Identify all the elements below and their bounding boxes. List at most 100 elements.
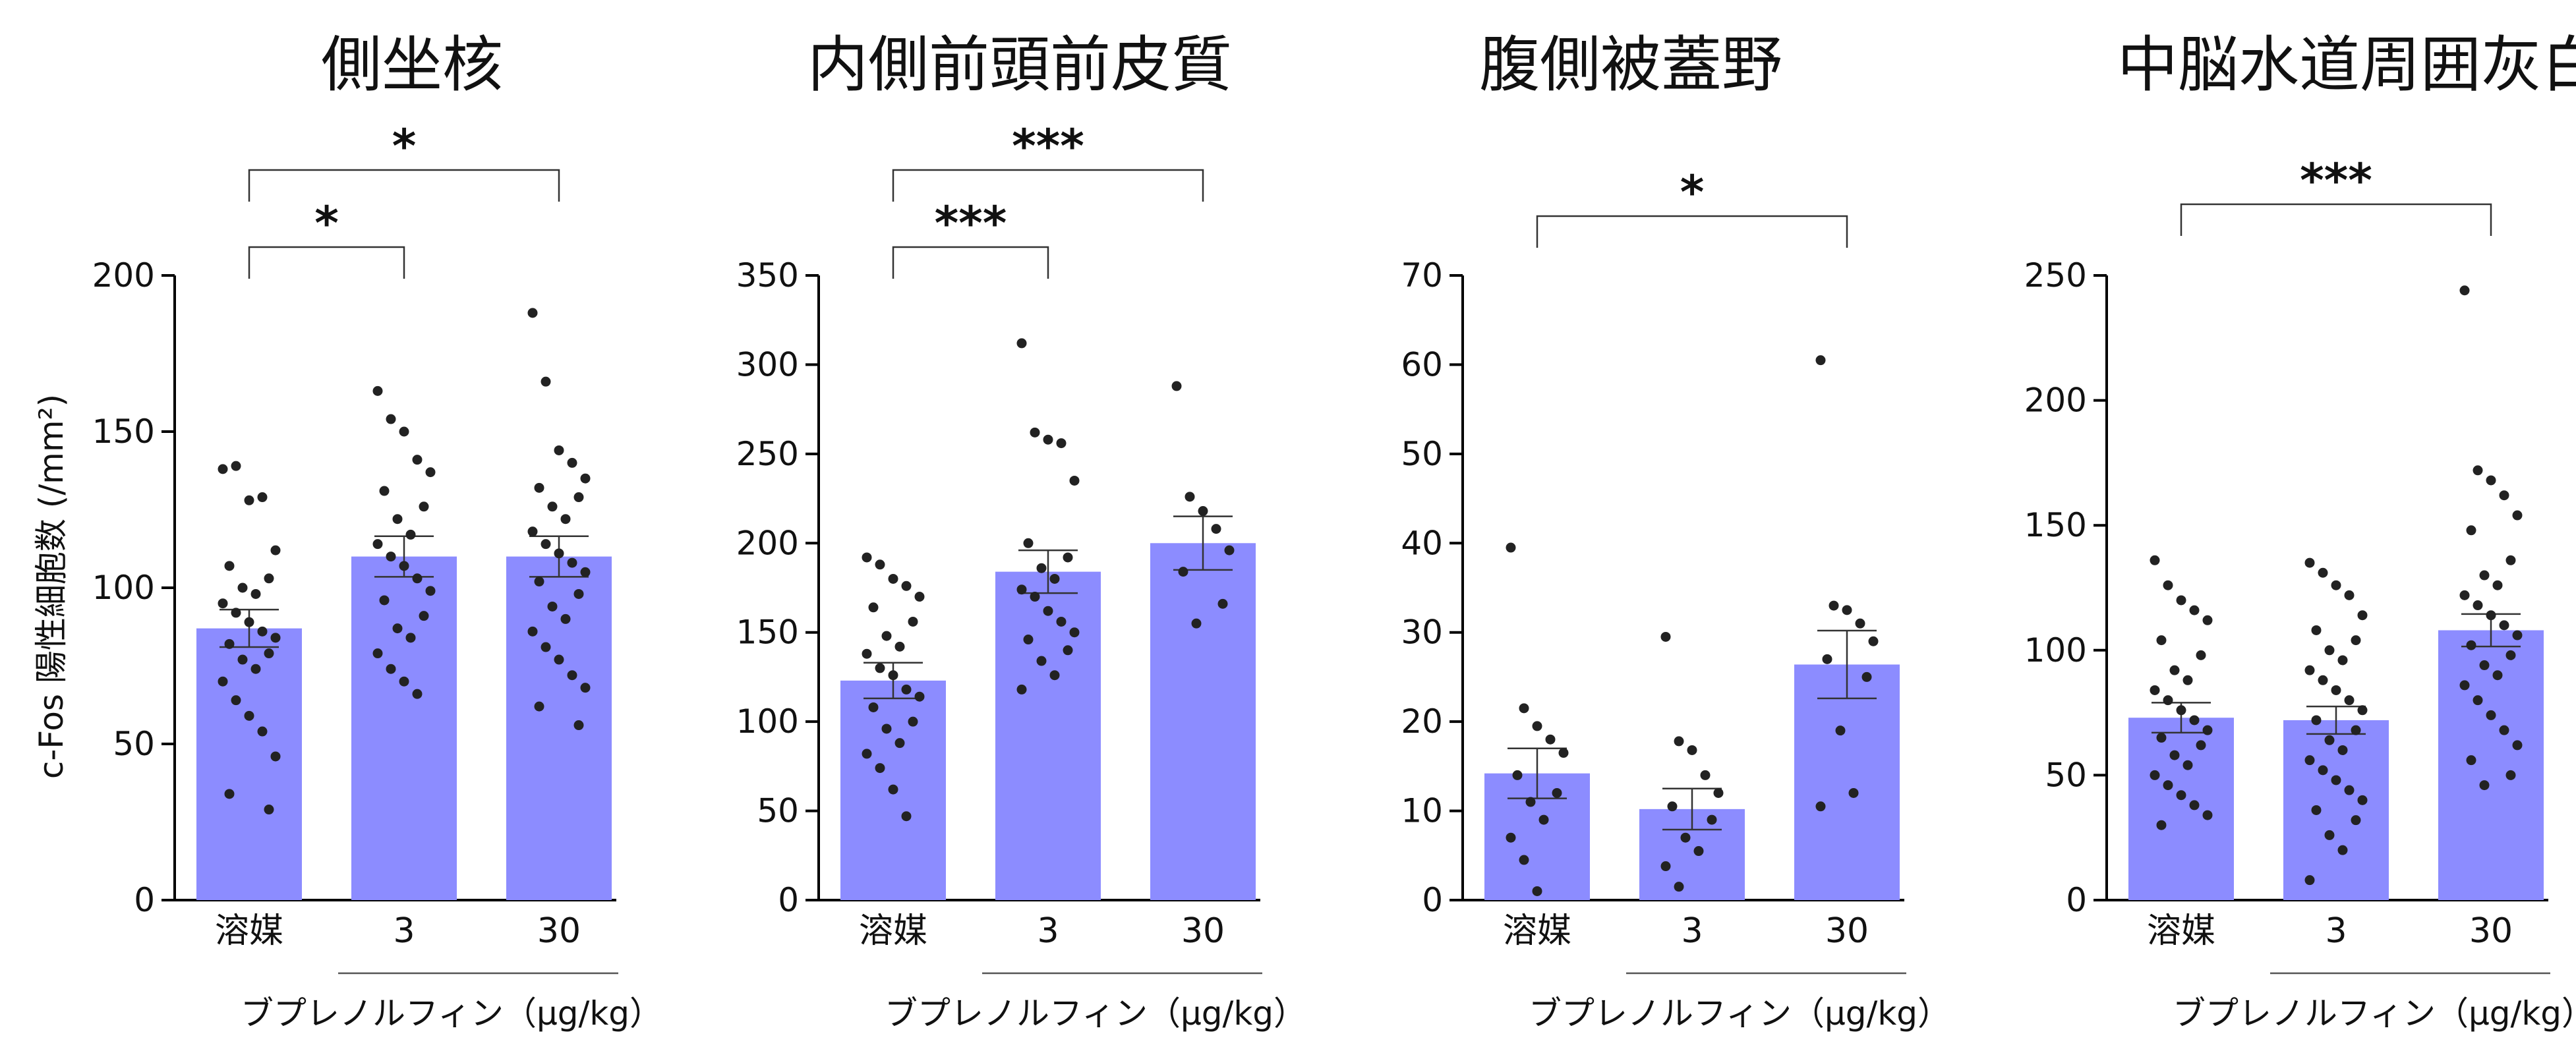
data-point (2196, 650, 2206, 660)
data-point (2479, 660, 2490, 671)
data-point (2311, 625, 2322, 635)
data-point (2189, 800, 2200, 810)
data-point (2304, 557, 2315, 568)
data-point (1191, 618, 1202, 629)
data-point (270, 545, 281, 555)
data-point (2202, 615, 2213, 625)
data-point (2163, 695, 2173, 706)
y-tick-label: 200 (736, 524, 799, 562)
data-point (2473, 600, 2483, 611)
data-point (875, 559, 885, 570)
data-point (2505, 650, 2516, 660)
y-tick-label: 200 (92, 256, 155, 295)
data-point (1069, 475, 1080, 486)
data-point (1049, 573, 1060, 584)
y-tick-label: 50 (757, 792, 799, 830)
data-point (914, 691, 925, 702)
data-point (894, 738, 905, 749)
y-tick-label: 150 (736, 613, 799, 652)
data-point (2318, 765, 2328, 776)
data-point (231, 695, 241, 706)
x-category-label: 溶媒 (215, 911, 283, 951)
data-point (2304, 755, 2315, 766)
data-point (379, 486, 390, 496)
y-tick-label: 250 (736, 435, 799, 473)
data-point (1023, 635, 1034, 645)
data-point (1538, 814, 1549, 825)
data-point (1063, 645, 1073, 656)
data-point (2163, 780, 2173, 791)
data-point (250, 664, 261, 674)
data-point (2331, 580, 2341, 590)
y-tick-label: 30 (1401, 613, 1443, 652)
y-tick-label: 150 (92, 412, 155, 451)
y-tick-label: 0 (2066, 881, 2087, 919)
data-point (2344, 695, 2355, 706)
data-point (2351, 815, 2361, 826)
data-point (2344, 785, 2355, 795)
data-point (534, 577, 544, 587)
y-tick-label: 60 (1401, 345, 1443, 383)
data-point (399, 676, 409, 687)
data-point (1674, 882, 1684, 892)
data-point (419, 611, 429, 621)
data-point (386, 414, 396, 424)
significance-label: * (314, 196, 339, 250)
data-point (1224, 545, 1235, 555)
x-category-label: 30 (537, 911, 581, 951)
data-point (1680, 832, 1691, 843)
data-point (914, 592, 925, 602)
data-point (2486, 710, 2496, 720)
data-point (2156, 733, 2167, 743)
data-point (2182, 675, 2193, 685)
data-point (1056, 616, 1067, 627)
data-point (2189, 715, 2200, 725)
data-point (2196, 740, 2206, 751)
significance-bracket (1536, 215, 1848, 248)
data-point (580, 473, 591, 484)
data-point (2150, 685, 2160, 695)
significance-bracket (2180, 203, 2492, 236)
data-point (908, 616, 918, 627)
significance-bracket (892, 246, 1049, 279)
data-point (2512, 510, 2523, 521)
data-point (862, 648, 872, 659)
data-point (1178, 567, 1188, 577)
data-point (573, 492, 584, 503)
data-point (1519, 703, 1529, 714)
data-point (372, 385, 383, 396)
data-point (527, 308, 538, 318)
data-point (580, 567, 591, 577)
data-point (1056, 438, 1067, 449)
significance-label: * (1680, 165, 1705, 219)
data-point (1069, 627, 1080, 638)
data-point (2351, 725, 2361, 735)
data-point (1861, 671, 1872, 682)
data-point (541, 376, 551, 387)
data-point (244, 617, 254, 627)
y-tick-label: 250 (2024, 256, 2087, 295)
data-point (392, 514, 403, 525)
data-point (534, 482, 544, 493)
data-point (257, 626, 268, 637)
data-point (2505, 770, 2516, 780)
x-category-label: 3 (2325, 911, 2347, 951)
panel-title: 腹側被蓋野 (1479, 30, 1782, 100)
y-axis-label: c-Fos 陽性細胞数 (/mm²) (32, 394, 71, 779)
y-tick-label: 0 (1422, 881, 1443, 919)
data-point (1532, 721, 1542, 731)
data-point (244, 495, 254, 505)
data-point (1016, 338, 1027, 349)
data-point (1848, 787, 1859, 798)
bar (1150, 543, 1256, 900)
data-point (2459, 590, 2470, 600)
data-point (1049, 670, 1060, 681)
data-point (1700, 770, 1711, 780)
data-point (412, 689, 423, 699)
x-category-label: 30 (1825, 911, 1869, 951)
data-point (1815, 355, 1826, 366)
data-point (1217, 598, 1228, 609)
data-point (1829, 600, 1839, 611)
data-point (567, 670, 577, 681)
